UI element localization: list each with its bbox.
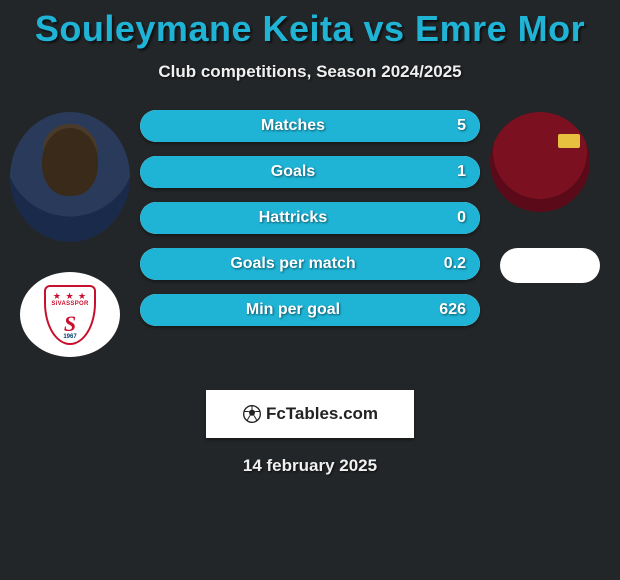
attribution-text: FcTables.com xyxy=(266,404,378,424)
stat-value: 5 xyxy=(432,117,466,135)
comparison-date: 14 february 2025 xyxy=(0,456,620,476)
stat-label: Goals xyxy=(154,163,432,181)
stat-label: Min per goal xyxy=(154,301,432,319)
stat-label: Hattricks xyxy=(154,209,432,227)
stat-row-goals: Goals 1 xyxy=(140,156,480,188)
stat-value: 0 xyxy=(432,209,466,227)
comparison-subtitle: Club competitions, Season 2024/2025 xyxy=(0,62,620,82)
stat-row-hattricks: Hattricks 0 xyxy=(140,202,480,234)
player2-photo xyxy=(490,112,590,212)
stat-label: Goals per match xyxy=(154,255,432,273)
stat-row-matches: Matches 5 xyxy=(140,110,480,142)
attribution-box: FcTables.com xyxy=(206,390,414,438)
stat-row-mpg: Min per goal 626 xyxy=(140,294,480,326)
soccer-ball-icon xyxy=(242,404,262,424)
player1-photo xyxy=(10,112,130,242)
stat-value: 0.2 xyxy=(432,255,466,273)
player2-club-logo xyxy=(500,248,600,283)
stat-bars: Matches 5 Goals 1 Hattricks 0 Goals per … xyxy=(140,110,480,340)
player1-club-logo: ★ ★ ★ SiVASSPOR S 1967 xyxy=(20,272,120,357)
stat-value: 1 xyxy=(432,163,466,181)
comparison-title: Souleymane Keita vs Emre Mor xyxy=(0,0,620,50)
stat-label: Matches xyxy=(154,117,432,135)
comparison-content: ★ ★ ★ SiVASSPOR S 1967 Matches 5 Goals 1… xyxy=(0,110,620,370)
sivasspor-logo: ★ ★ ★ SiVASSPOR S 1967 xyxy=(44,285,96,345)
stat-value: 626 xyxy=(432,301,466,319)
stat-row-gpm: Goals per match 0.2 xyxy=(140,248,480,280)
